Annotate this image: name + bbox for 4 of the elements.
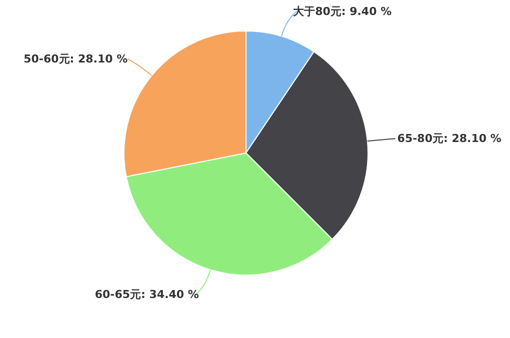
slice-label: 60-65元: 34.40 % xyxy=(94,288,199,302)
slice-label: 大于80元: 9.40 % xyxy=(293,4,392,18)
slice-label: 50-60元: 28.10 % xyxy=(24,52,128,66)
slice-label: 65-80元: 28.10 % xyxy=(397,132,502,146)
